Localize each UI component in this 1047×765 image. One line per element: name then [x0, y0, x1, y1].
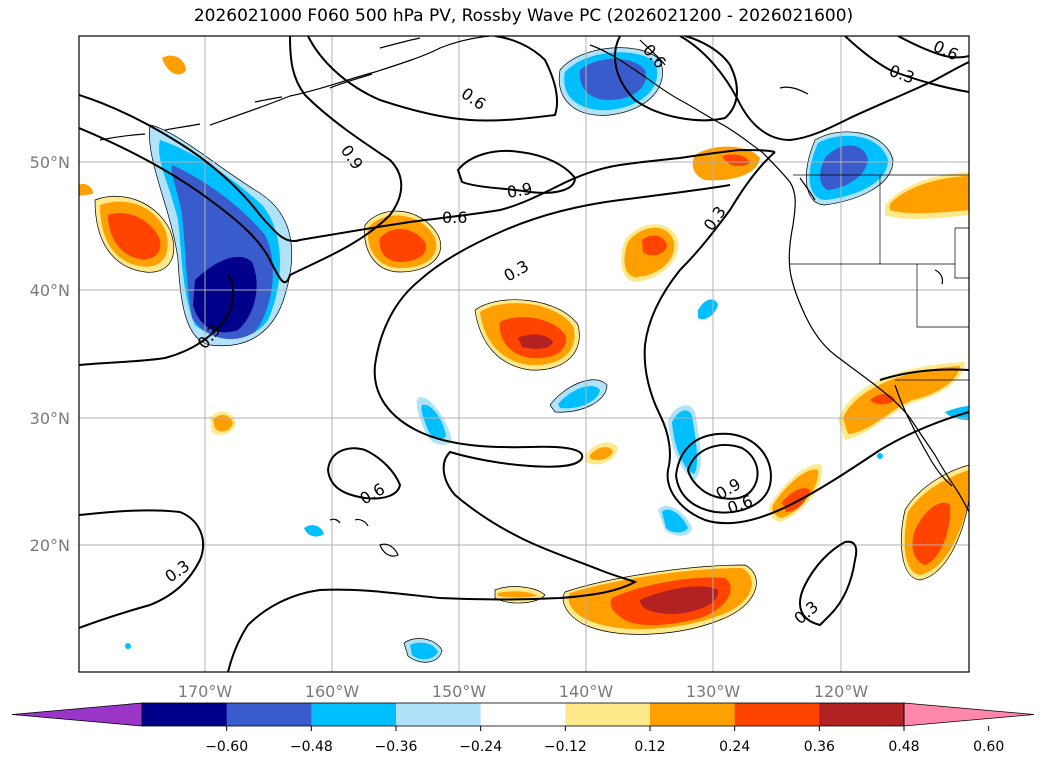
map-title: 2026021000 F060 500 hPa PV, Rossby Wave …: [193, 6, 854, 26]
positive-anomaly-135w-core: [642, 235, 667, 256]
contour-09-west: [79, 36, 403, 284]
positive-anomaly-socal-mid: [843, 366, 960, 434]
colorbar-segment: [734, 703, 820, 726]
colorbar-tick-label: 0.24: [719, 739, 750, 755]
negative-anomaly-west-max: [193, 256, 257, 333]
colorbar-segment: [650, 703, 736, 726]
negative-anomaly-132w-core: [672, 410, 698, 474]
contour-06-ne: [679, 36, 969, 142]
contour-03-ne: [844, 36, 969, 93]
coastlines: [99, 36, 969, 557]
contour-09-center: [456, 149, 577, 194]
positive-anomaly-small-2: [79, 184, 93, 196]
negative-anomaly-bc-core: [820, 145, 868, 190]
colorbar-tick-label: −0.60: [205, 739, 248, 755]
colorbar-segment: [819, 703, 905, 726]
negative-anomaly-east-edge: [945, 406, 969, 420]
lat-label-40n: 40°N: [30, 281, 70, 300]
lon-label-140w: 140°W: [559, 682, 614, 701]
longitude-labels: 170°W 160°W 150°W 140°W 130°W 120°W: [178, 682, 869, 701]
lon-label-150w: 150°W: [432, 682, 487, 701]
positive-anomaly-nw-coast: [692, 146, 760, 181]
shaded-field: [79, 47, 969, 663]
contour-09-south: [686, 444, 759, 500]
colorbar-extend-high: [903, 702, 1035, 727]
colorbar-tick-label: −0.48: [290, 739, 333, 755]
contour-06-ne-2: [897, 36, 969, 59]
negative-anomaly-dot-2: [877, 453, 883, 459]
colorbar-segment: [565, 703, 651, 726]
colorbar-segment: [226, 703, 312, 726]
contour-03-east-edge: [879, 368, 969, 381]
contour-03-east: [643, 151, 969, 525]
positive-anomaly-155w-core: [379, 229, 426, 262]
negative-anomaly-162w: [304, 525, 324, 537]
colorbar-tick-label: −0.12: [544, 739, 587, 755]
lon-label-170w: 170°W: [178, 682, 233, 701]
negative-anomaly-158w-core: [410, 642, 438, 660]
positive-anomaly-171w-core: [213, 414, 233, 432]
colorbar-segment: [142, 703, 228, 726]
colorbar-tick-label: −0.24: [459, 739, 502, 755]
contour-03-sw: [79, 509, 205, 629]
negative-anomaly-dot-1: [125, 643, 131, 649]
contour-03-center: [227, 184, 731, 672]
negative-anomaly-alaska-core: [579, 58, 646, 100]
colorbar-segment: [480, 703, 566, 726]
gridlines: [79, 36, 969, 672]
pv-contours: [79, 36, 969, 672]
lon-label-130w: 130°W: [686, 682, 741, 701]
colorbar-segment: [396, 703, 482, 726]
borders: [790, 174, 969, 381]
contour-06-north: [307, 36, 558, 122]
lon-label-120w: 120°W: [814, 682, 869, 701]
colorbar-tick-label: 0.36: [804, 739, 835, 755]
positive-anomaly-140w-core: [590, 446, 613, 460]
positive-anomaly-west-core: [108, 212, 161, 260]
positive-anomaly-center-max: [518, 334, 553, 349]
lat-label-50n: 50°N: [30, 153, 70, 172]
colorbar-tick-label: 0.60: [973, 739, 1004, 755]
contour-06-center-small: [326, 447, 402, 500]
contour-06-west: [79, 94, 776, 243]
lon-label-160w: 160°W: [305, 682, 360, 701]
contour-09-north: [614, 36, 738, 122]
contour-label: 0.6: [442, 208, 467, 227]
contour-label: 0.9: [505, 179, 533, 202]
colorbar-tick-label: −0.36: [375, 739, 418, 755]
colorbar-tick-label: 0.48: [888, 739, 919, 755]
positive-anomaly-south-max: [640, 586, 719, 614]
colorbar-labels: −0.60 −0.48 −0.36 −0.24 −0.12 0.12 0.24 0.36 0.4…: [205, 726, 1004, 755]
contour-06-south: [674, 432, 772, 514]
lat-label-30n: 30°N: [30, 409, 70, 428]
positive-anomaly-mexico-core: [912, 502, 951, 565]
contour-03-west: [79, 274, 235, 366]
positive-anomaly-east-1-mid: [890, 176, 969, 214]
colorbar: [11, 702, 1035, 727]
latitude-labels: 50°N 40°N 30°N 20°N: [30, 153, 70, 555]
lat-label-20n: 20°N: [30, 536, 70, 555]
shading-outlines: [94, 47, 969, 663]
plot-frame: [78, 35, 970, 673]
negative-anomaly-150w-core: [421, 404, 446, 440]
colorbar-segment: [311, 703, 397, 726]
colorbar-extend-low: [11, 702, 143, 727]
positive-anomaly-nw-coast-core: [722, 154, 750, 167]
colorbar-tick-label: 0.12: [634, 739, 665, 755]
colorbar-frame: [141, 702, 905, 727]
negative-anomaly-135w-s-core: [662, 509, 688, 533]
positive-anomaly-south-small-core: [498, 591, 538, 598]
negative-anomaly-145w-core: [558, 385, 600, 409]
positive-anomaly-small-1: [162, 55, 186, 75]
contour-03-se: [799, 540, 858, 627]
